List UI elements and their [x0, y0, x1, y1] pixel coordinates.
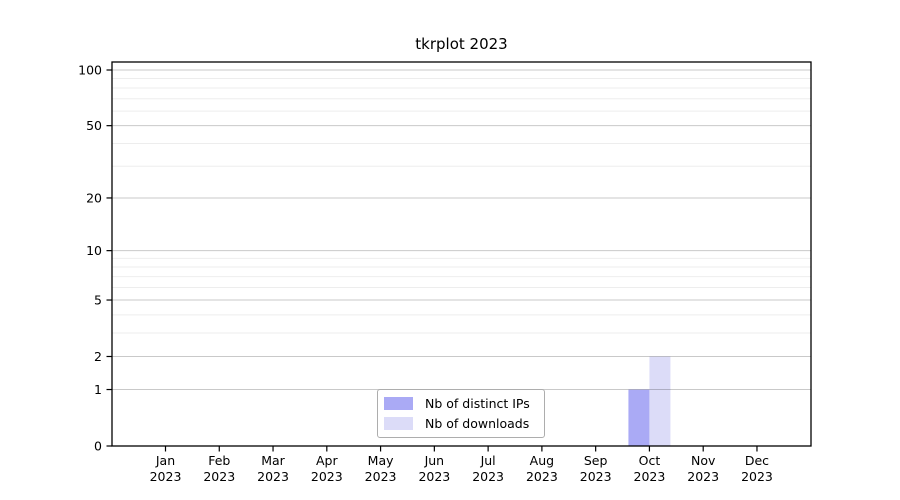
y-tick-label: 1 [94, 382, 102, 397]
legend-label-downloads: Nb of downloads [425, 416, 530, 431]
x-tick-label-month: Dec [745, 453, 769, 468]
x-tick-label-month: Oct [639, 453, 661, 468]
y-tick-label: 50 [86, 118, 102, 133]
x-tick-label-year: 2023 [634, 469, 666, 484]
bar-oct-distinct-ips [628, 389, 650, 446]
x-tick-label-year: 2023 [257, 469, 289, 484]
x-tick-label-year: 2023 [580, 469, 612, 484]
legend-item-downloads: Nb of downloads [384, 416, 544, 431]
x-tick-label-month: Jan [155, 453, 175, 468]
x-tick-label-year: 2023 [150, 469, 182, 484]
legend-label-distinct-ips: Nb of distinct IPs [425, 396, 530, 411]
legend-swatch-downloads [384, 417, 413, 430]
plot-frame [111, 61, 812, 447]
y-tick-label: 0 [94, 438, 102, 453]
x-tick-label-year: 2023 [472, 469, 504, 484]
x-tick-label-year: 2023 [311, 469, 343, 484]
legend: Nb of distinct IPs Nb of downloads [377, 389, 545, 438]
y-tick-label: 10 [86, 243, 102, 258]
y-tick-label: 20 [86, 190, 102, 205]
x-tick-label-month: Jun [424, 453, 445, 468]
legend-swatch-distinct-ips [384, 397, 413, 410]
chart-title: tkrplot 2023 [415, 35, 508, 53]
x-tick-label-month: May [368, 453, 394, 468]
y-tick-label: 5 [94, 292, 102, 307]
x-tick-label-year: 2023 [203, 469, 235, 484]
y-tick-label: 2 [94, 349, 102, 364]
x-tick-label-year: 2023 [418, 469, 450, 484]
x-tick-label-year: 2023 [741, 469, 773, 484]
x-tick-label-month: Jul [480, 453, 496, 468]
x-tick-label-year: 2023 [365, 469, 397, 484]
x-tick-label-month: Mar [261, 453, 285, 468]
x-tick-label-year: 2023 [526, 469, 558, 484]
x-tick-label-year: 2023 [687, 469, 719, 484]
legend-item-distinct-ips: Nb of distinct IPs [384, 396, 544, 411]
x-tick-label-month: Aug [530, 453, 554, 468]
x-tick-label-month: Nov [691, 453, 716, 468]
x-tick-label-month: Sep [584, 453, 608, 468]
bar-oct-downloads [649, 356, 671, 446]
y-tick-label: 100 [78, 62, 102, 77]
x-tick-label-month: Feb [208, 453, 230, 468]
x-tick-label-month: Apr [316, 453, 338, 468]
